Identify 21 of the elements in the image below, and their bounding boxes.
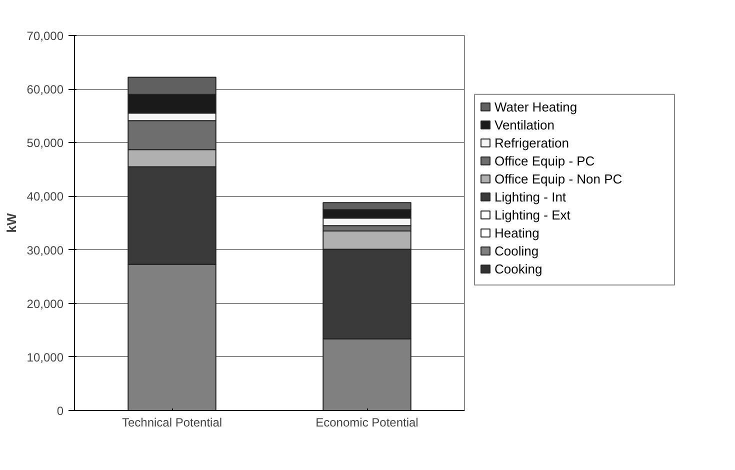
y-tick-label: 0 xyxy=(56,404,64,418)
legend-label: Refrigeration xyxy=(494,135,569,150)
y-axis-title: kW xyxy=(4,212,19,233)
y-tick-label: 20,000 xyxy=(26,296,64,311)
x-tick-label: Economic Potential xyxy=(316,416,418,430)
y-tick-label: 10,000 xyxy=(26,350,64,364)
y-tick-label: 70,000 xyxy=(26,29,64,43)
legend-label: Water Heating xyxy=(494,99,578,114)
y-tick-label: 30,000 xyxy=(26,243,64,258)
y-tick-label: 50,000 xyxy=(26,136,64,150)
y-tick-label: 40,000 xyxy=(26,190,64,204)
legend-label: Lighting - Int xyxy=(494,189,566,204)
x-tick-label: Technical Potential xyxy=(122,416,222,430)
legend-label: Office Equip - PC xyxy=(494,153,595,168)
legend-label: Lighting - Ext xyxy=(494,207,571,222)
legend-label: Cooking xyxy=(494,262,542,277)
y-tick-label: 60,000 xyxy=(26,82,64,97)
legend-label: Ventilation xyxy=(494,117,554,132)
legend-label: Office Equip - Non PC xyxy=(494,171,622,186)
legend-label: Cooling xyxy=(494,244,539,259)
legend-label: Heating xyxy=(494,225,540,240)
